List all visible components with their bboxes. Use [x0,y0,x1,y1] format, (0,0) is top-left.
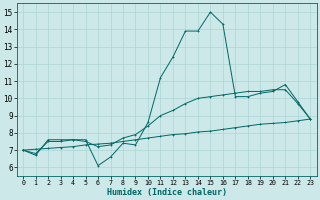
X-axis label: Humidex (Indice chaleur): Humidex (Indice chaleur) [107,188,227,197]
